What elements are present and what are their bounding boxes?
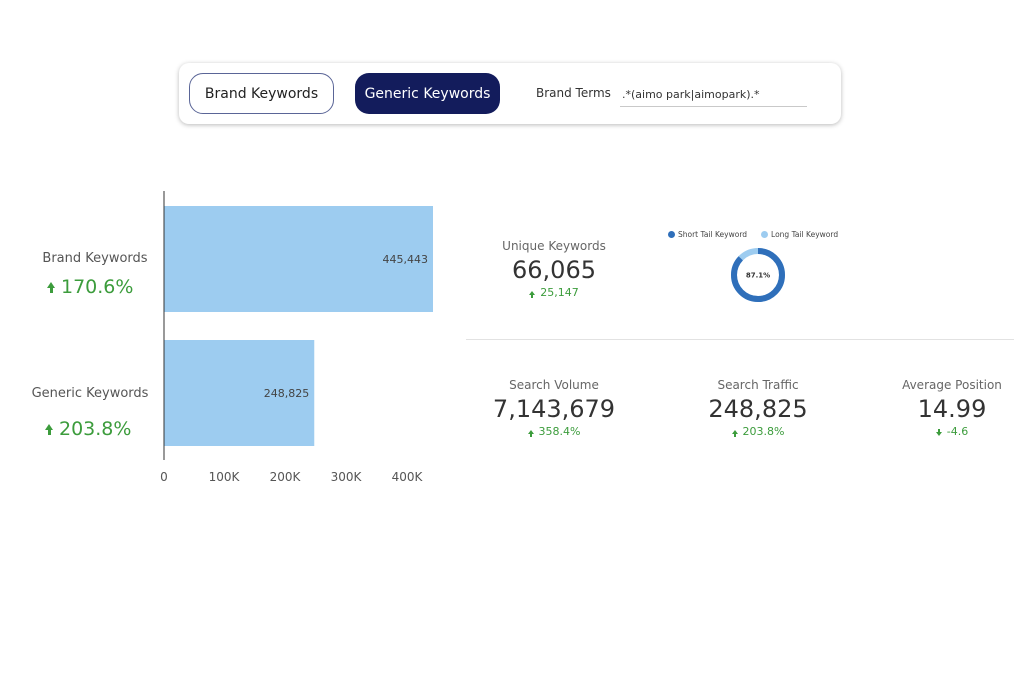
brand-terms-label: Brand Terms (536, 86, 611, 100)
legend-item-long-tail: Long Tail Keyword (761, 230, 838, 239)
section-divider (466, 339, 1014, 340)
x-tick-label: 300K (331, 470, 363, 484)
legend-dot-icon (761, 231, 769, 238)
legend-label-long-tail: Long Tail Keyword (771, 230, 839, 239)
average-position-metric: Average Position 14.99 -4.6 (884, 378, 1020, 438)
bar-value-label: 248,825 (264, 387, 310, 400)
keyword-bar-chart: 445,443 248,825 0 100K 200K 300K 400K (160, 191, 433, 484)
average-position-change-value: -4.6 (946, 425, 969, 438)
bar-value-label: 445,443 (383, 253, 429, 266)
generic-keywords-category-label: Generic Keywords (31, 386, 149, 401)
legend-dot-icon (668, 231, 675, 238)
donut-center-label: 87.1% (746, 272, 770, 280)
search-traffic-metric: Search Traffic 248,825 203.8% (688, 378, 828, 438)
x-tick-label: 0 (160, 470, 168, 484)
trend-up-icon (527, 429, 534, 437)
donut-short-tail-arc (731, 248, 785, 302)
search-volume-value: 7,143,679 (492, 395, 616, 423)
x-tick-label: 100K (209, 470, 241, 484)
trend-up-icon (529, 290, 536, 298)
brand-terms-input[interactable] (620, 83, 807, 107)
trend-up-icon (731, 429, 738, 437)
unique-keywords-label: Unique Keywords (502, 239, 606, 253)
search-volume-metric: Search Volume 7,143,679 358.4% (484, 378, 624, 438)
trend-down-icon (935, 428, 942, 436)
legend-item-short-tail: Short Tail Keyword (668, 230, 747, 239)
search-traffic-change: 203.8% (688, 425, 828, 438)
average-position-value: 14.99 (917, 395, 987, 423)
brand-keywords-change-value: 170.6% (61, 276, 134, 298)
trend-up-icon (47, 282, 55, 293)
search-traffic-label: Search Traffic (717, 378, 799, 392)
bar-generic-keywords[interactable] (164, 340, 315, 446)
unique-keywords-change: 25,147 (484, 286, 624, 299)
search-volume-label: Search Volume (509, 378, 599, 392)
average-position-change: -4.6 (884, 425, 1020, 438)
brand-keywords-button[interactable]: Brand Keywords (189, 73, 334, 114)
brand-keywords-change: 170.6% (47, 276, 133, 298)
generic-keywords-button[interactable]: Generic Keywords (355, 73, 500, 114)
unique-keywords-change-value: 25,147 (540, 286, 579, 299)
keyword-filter-bar: Brand Keywords Generic Keywords Brand Te… (179, 63, 841, 124)
keyword-tail-donut: 87.1% (731, 248, 785, 302)
trend-up-icon (45, 424, 53, 435)
average-position-label: Average Position (902, 378, 1002, 392)
donut-legend: Short Tail Keyword Long Tail Keyword (668, 230, 838, 239)
unique-keywords-value: 66,065 (512, 256, 596, 284)
search-volume-change-value: 358.4% (538, 425, 581, 438)
unique-keywords-metric: Unique Keywords 66,065 25,147 (484, 239, 624, 299)
search-traffic-value: 248,825 (708, 395, 808, 423)
x-tick-label: 400K (392, 470, 424, 484)
search-traffic-change-value: 203.8% (742, 425, 785, 438)
bar-brand-keywords[interactable] (164, 206, 433, 312)
brand-keywords-category-label: Brand Keywords (42, 251, 148, 266)
search-volume-change: 358.4% (484, 425, 624, 438)
generic-keywords-change: 203.8% (45, 418, 131, 440)
x-tick-label: 200K (270, 470, 302, 484)
generic-keywords-change-value: 203.8% (59, 418, 132, 440)
legend-label-short-tail: Short Tail Keyword (678, 230, 748, 239)
